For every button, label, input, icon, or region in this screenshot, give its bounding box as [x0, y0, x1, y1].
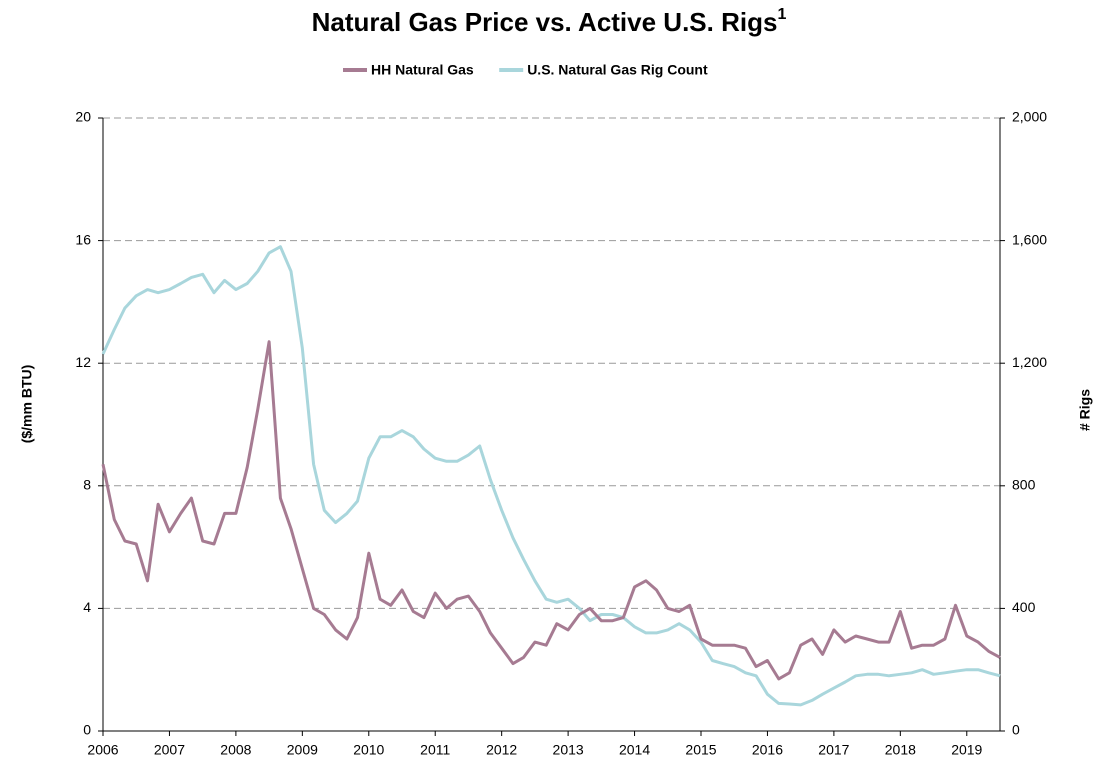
x-tick-label: 2013 [553, 742, 584, 758]
y2-axis-label: # Rigs [1077, 389, 1093, 431]
x-tick-label: 2016 [752, 742, 783, 758]
x-tick-label: 2007 [154, 742, 185, 758]
y-tick-label: 12 [75, 354, 91, 370]
x-tick-label: 2011 [420, 742, 450, 758]
series-line [101, 245, 1001, 707]
x-tick-label: 2009 [287, 742, 318, 758]
y2-tick-label: 800 [1012, 477, 1036, 493]
y-tick-label: 8 [83, 477, 91, 493]
y-tick-label: 0 [83, 722, 91, 738]
y2-tick-label: 0 [1012, 722, 1020, 738]
y-axis-label: ($/mm BTU) [19, 365, 35, 444]
y2-tick-label: 1,600 [1012, 231, 1047, 247]
chart-title: Natural Gas Price vs. Active U.S. Rigs1 [312, 6, 787, 37]
y2-tick-label: 1,200 [1012, 354, 1047, 370]
legend-label: U.S. Natural Gas Rig Count [527, 62, 708, 78]
x-tick-label: 2018 [885, 742, 916, 758]
x-tick-label: 2019 [951, 742, 982, 758]
series-line [101, 340, 1001, 681]
x-tick-label: 2015 [685, 742, 716, 758]
title-text: Natural Gas Price vs. Active U.S. Rigs [312, 7, 778, 37]
title-superscript: 1 [777, 6, 786, 23]
y-tick-label: 16 [75, 231, 91, 247]
x-tick-label: 2012 [486, 742, 517, 758]
x-tick-label: 2010 [353, 742, 384, 758]
y2-tick-label: 2,000 [1012, 109, 1047, 125]
legend-label: HH Natural Gas [371, 62, 474, 78]
x-tick-label: 2006 [87, 742, 118, 758]
x-tick-label: 2008 [220, 742, 251, 758]
x-tick-label: 2017 [818, 742, 849, 758]
y-tick-label: 20 [75, 109, 91, 125]
y-tick-label: 4 [83, 599, 91, 615]
x-tick-label: 2014 [619, 742, 650, 758]
y2-tick-label: 400 [1012, 599, 1036, 615]
